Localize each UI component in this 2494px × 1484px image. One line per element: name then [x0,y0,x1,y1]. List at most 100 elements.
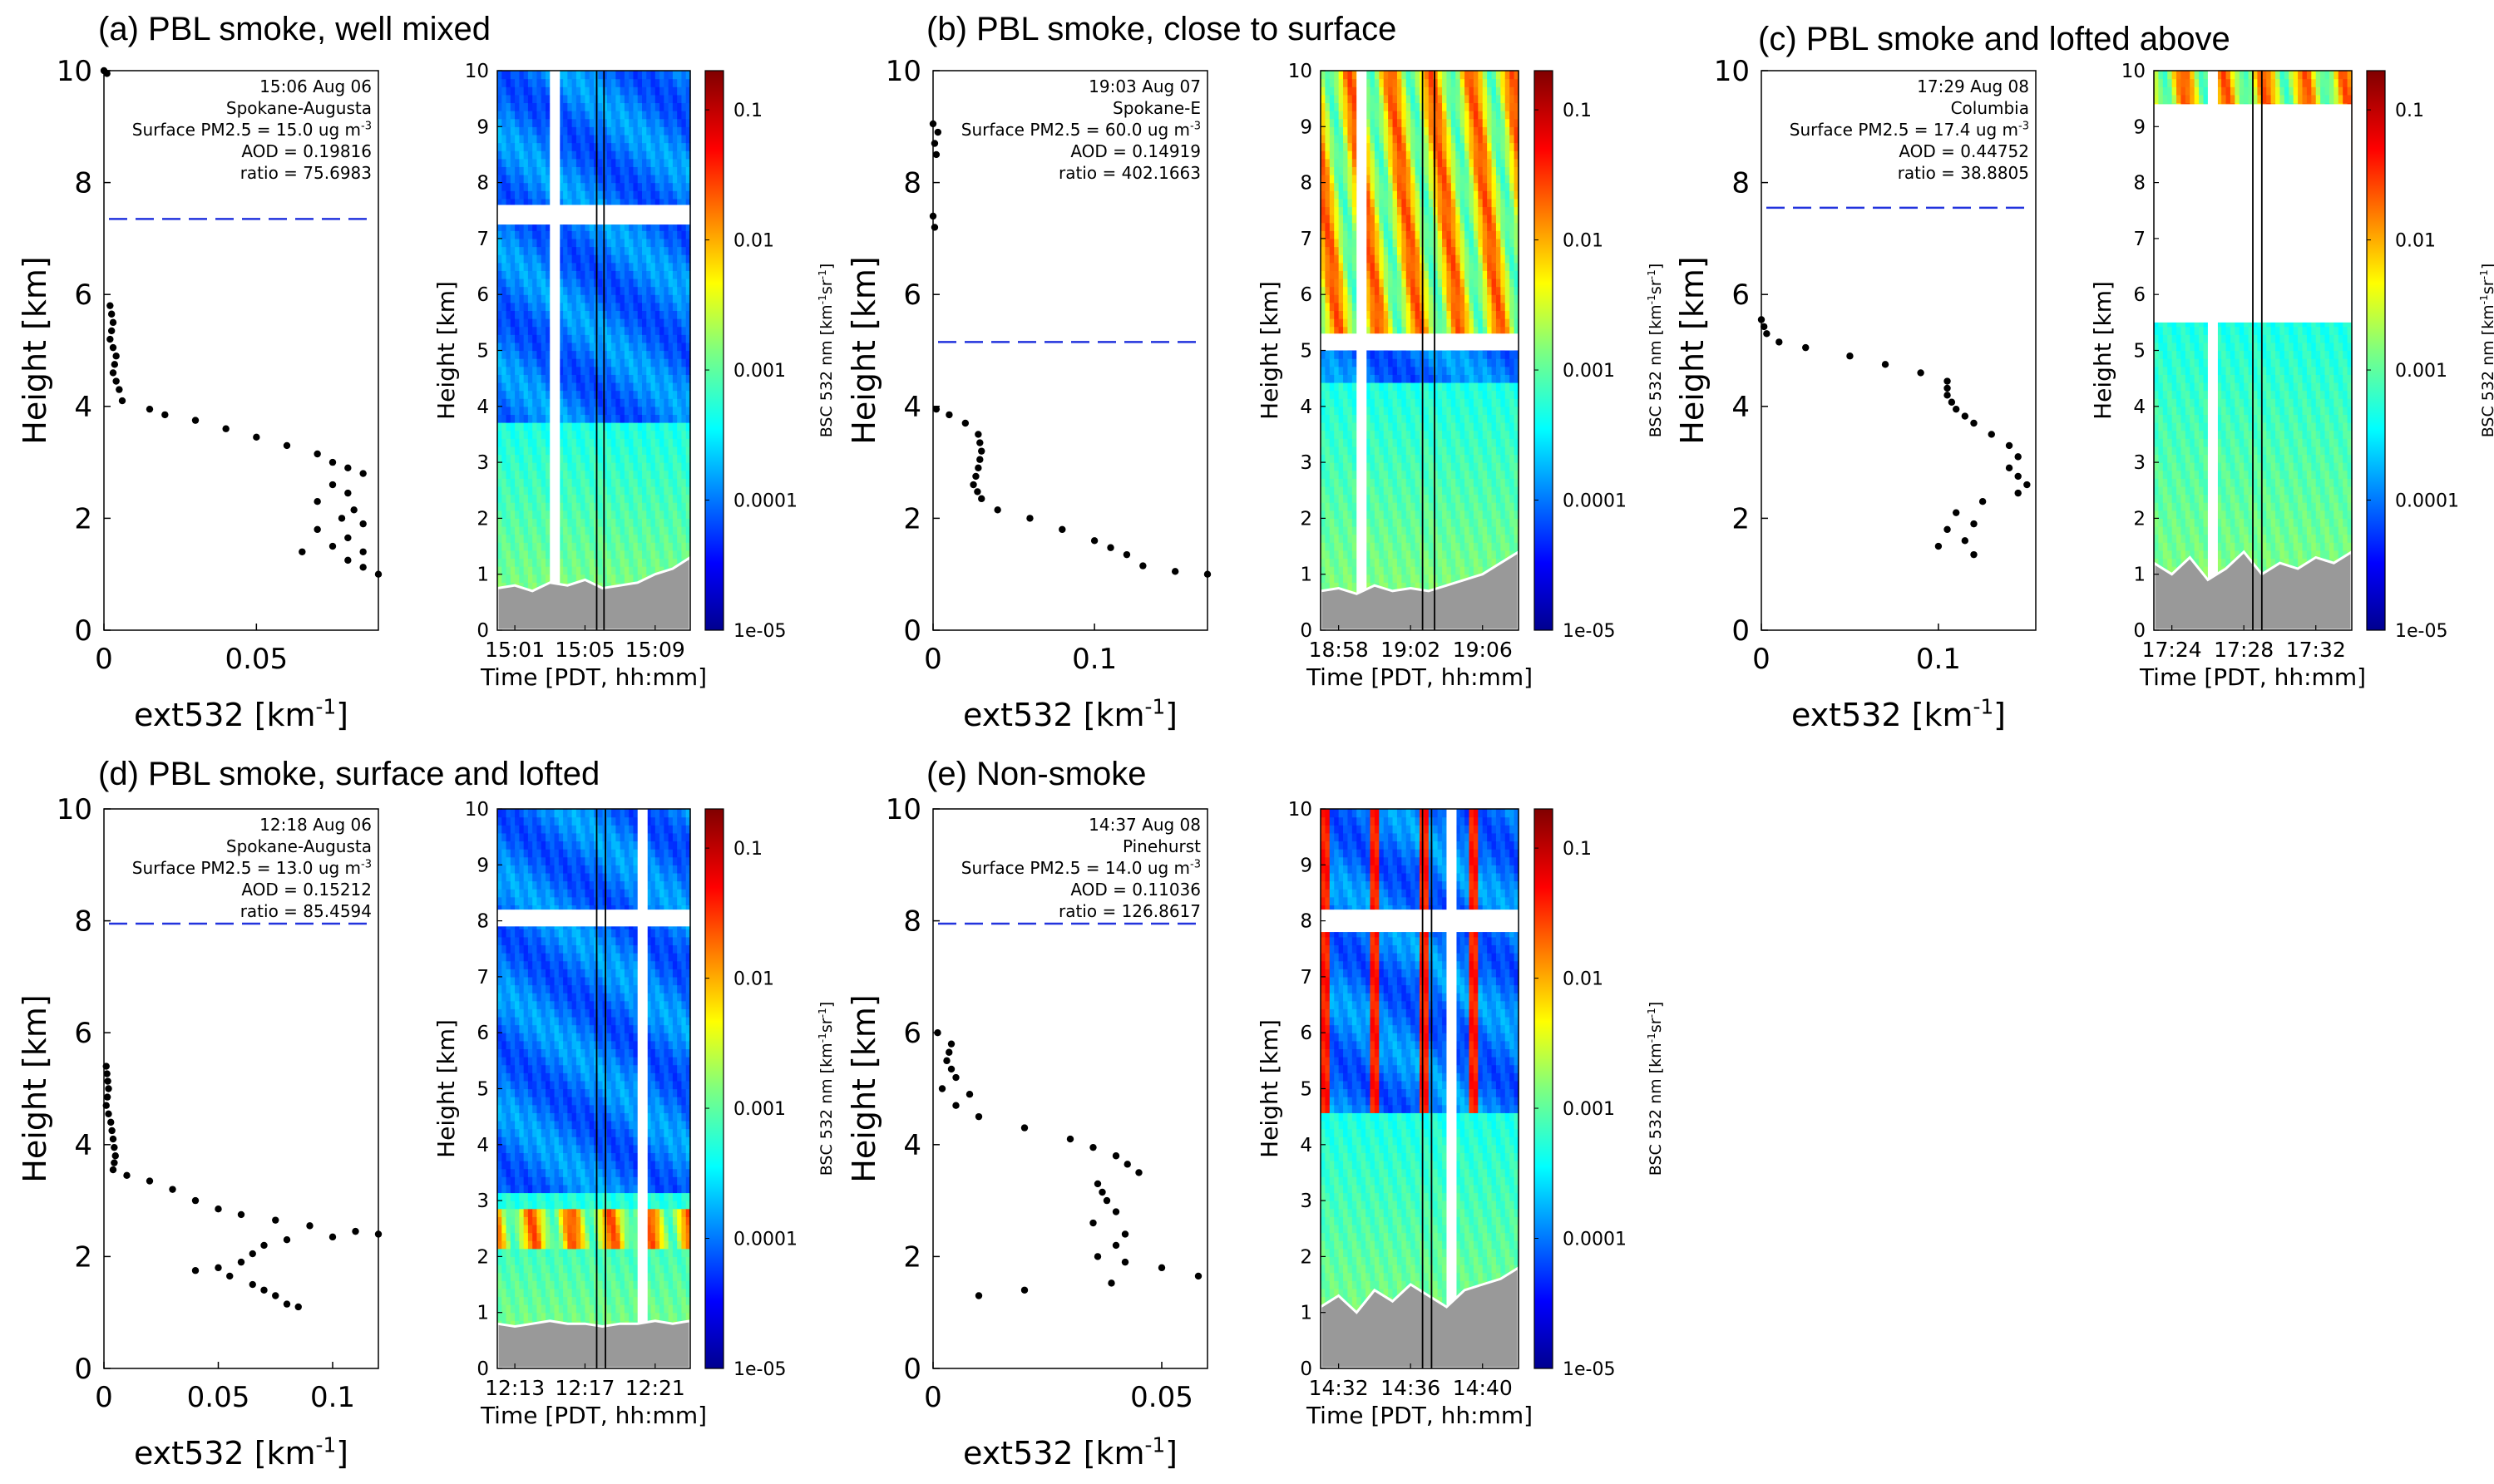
curtain-cell [1334,534,1340,543]
curtain-cell [497,574,502,583]
curtain-cell [611,142,616,151]
curtain-cell [501,406,507,416]
curtain-cell [633,414,639,423]
curtain-cell [1383,182,1389,191]
curtain-cell [615,158,621,167]
curtain-cell [1410,566,1416,575]
curtain-cell [1379,326,1385,335]
curtain-cell [602,438,608,447]
curtain-cell [558,358,564,367]
curtain-cell [506,270,511,279]
curtain-cell [677,334,683,343]
curtain-cell [567,94,573,104]
curtain-cell [629,430,635,439]
curtain-cell [668,510,674,519]
curtain-cell [659,78,664,87]
curtain-cell [606,478,612,487]
curtain-cell [659,430,664,439]
curtain-cell [1374,478,1380,487]
curtain-cell [1383,502,1389,511]
curtain-cell [510,254,516,264]
curtain-cell [659,454,664,463]
curtain-cell [497,174,502,184]
curtain-cell [1379,478,1385,487]
curtain-cell [563,111,568,120]
curtain-cell [536,326,542,335]
curtain-cell [1415,486,1420,495]
curtain-cell [575,342,581,352]
curtain-cell [642,478,647,487]
curtain-cell [1334,270,1340,279]
curtain-cell [571,414,577,423]
curtain-cell [1343,182,1349,191]
curtain-cell [1366,366,1371,375]
curtain-cell [1321,262,1326,271]
curtain-cell [1383,310,1389,319]
curtain-cell [1379,406,1385,416]
curtain-cell [615,294,621,303]
curtain-cell [1428,430,1434,439]
curtain-cell [580,502,586,511]
curtain-cell [677,262,683,271]
curtain-cell [546,350,551,359]
curtain-cell [642,238,647,248]
curtain-cell [501,71,507,80]
curtain-cell [532,182,538,191]
curtain-cell [620,446,625,456]
curtain-cell [646,71,652,80]
curtain-cell [1325,302,1331,312]
curtain-cell [497,190,502,200]
curtain-cell [654,254,660,264]
curtain-cell [519,446,525,456]
curtain-cell [681,278,687,288]
curtain-cell [1405,310,1411,319]
curtain-cell [672,86,678,96]
curtain-cell [589,478,595,487]
curtain-cell [629,518,635,527]
curtain-cell [598,254,604,264]
curtain-cell [558,198,564,208]
curtain-cell [558,182,564,191]
curtain-cell [650,286,656,295]
curtain-cell [1329,238,1335,248]
curtain-cell [598,238,604,248]
curtain-cell [515,222,520,231]
curtain-cell [575,526,581,535]
curtain-cell [633,158,639,167]
curtain-cell [633,422,639,431]
curtain-cell [515,430,520,439]
curtain-cell [1370,502,1375,511]
curtain-cell [677,390,683,399]
curtain-cell [1321,174,1326,184]
curtain-cell [606,566,612,575]
curtain-cell [624,358,630,367]
curtain-cell [1370,86,1375,96]
curtain-cell [575,158,581,167]
curtain-cell [629,254,635,264]
curtain-cell [571,190,577,200]
curtain-cell [1321,278,1326,288]
curtain-cell [1329,574,1335,583]
curtain-cell [585,542,590,551]
curtain-cell [1401,534,1407,543]
curtain-cell [515,454,520,463]
curtain-cell [629,438,635,447]
curtain-cell [629,414,635,423]
curtain-cell [1325,126,1331,136]
curtain-cell [1343,430,1349,439]
curtain-cell [1366,502,1371,511]
curtain-cell [1370,254,1375,264]
curtain-cell [1379,286,1385,295]
curtain-cell [1383,382,1389,392]
curtain-cell [1410,190,1416,200]
curtain-cell [1325,238,1331,248]
curtain-cell [677,198,683,208]
curtain-cell [677,94,683,104]
curtain-cell [497,134,502,144]
curtain-cell [598,462,604,471]
curtain-cell [527,494,533,503]
curtain-cell [541,454,546,463]
curtain-cell [1396,198,1402,208]
curtain-cell [624,246,630,255]
curtain-cell [1383,318,1389,328]
